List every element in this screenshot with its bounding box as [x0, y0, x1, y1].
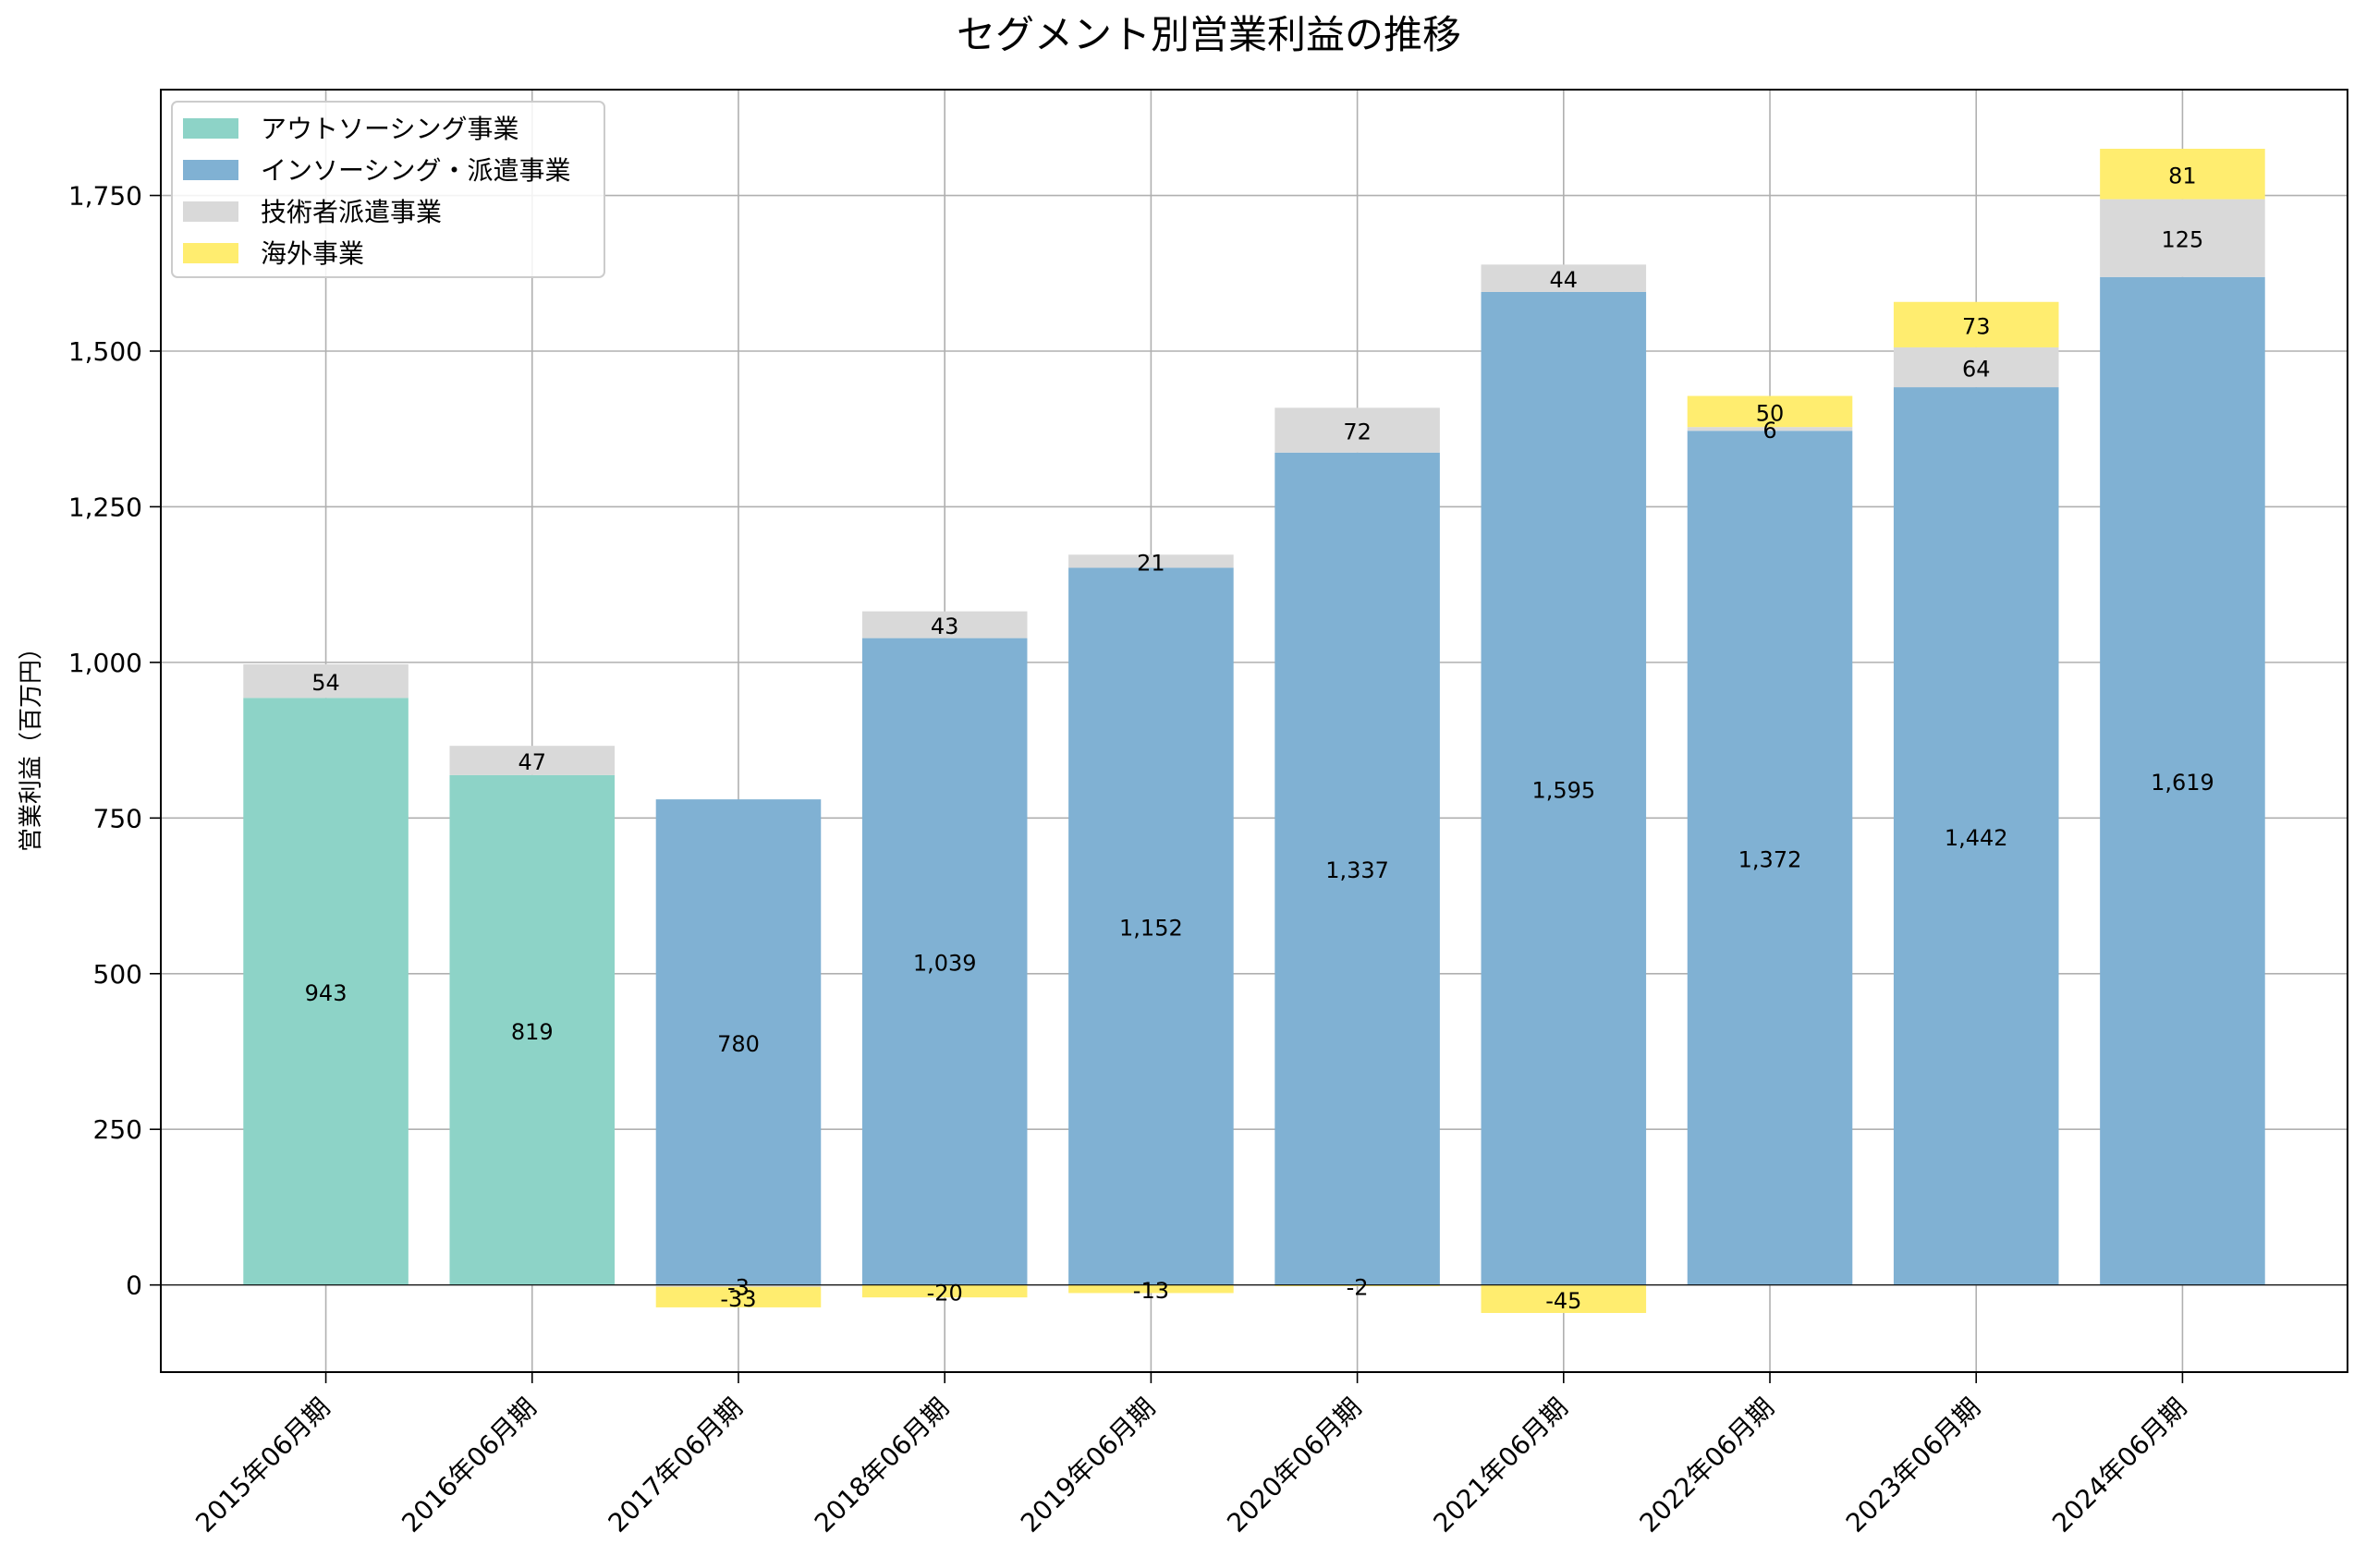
bars-layer: [243, 149, 2265, 1313]
x-tick-label: 2024年06月期: [2046, 1392, 2192, 1538]
data-label: -13: [1133, 1278, 1169, 1304]
bar-series-4: [1068, 1284, 1234, 1294]
data-label: 819: [511, 1019, 554, 1045]
data-label: 50: [1756, 400, 1785, 426]
bar-series-3: [861, 611, 1028, 638]
legend-label: アウトソーシング事業: [261, 114, 518, 144]
data-label: -45: [1545, 1288, 1581, 1314]
x-tick-label: 2015年06月期: [189, 1392, 335, 1538]
data-label: 943: [305, 980, 348, 1006]
data-label: 21: [1137, 550, 1165, 576]
bar-series-2: [2100, 276, 2265, 1285]
data-label: 72: [1343, 419, 1372, 445]
data-label: 47: [518, 749, 547, 775]
legend-swatch: [183, 118, 238, 139]
bar-series-2: [1893, 387, 2059, 1285]
bar-series-4: [1687, 395, 1853, 428]
x-tick-label: 2023年06月期: [1840, 1392, 1986, 1538]
x-tick-label: 2019年06月期: [1015, 1392, 1161, 1538]
y-tick-label: 1,250: [68, 492, 142, 522]
bar-series-3: [2100, 199, 2265, 277]
data-label: 1,337: [1325, 857, 1389, 883]
plot-frame: [160, 89, 2348, 1373]
data-label: 780: [717, 1031, 760, 1057]
bar-series-4: [655, 1286, 822, 1307]
data-label: 1,619: [2151, 770, 2214, 796]
legend-swatch: [183, 243, 238, 263]
legend-label: インソーシング・派遣事業: [261, 155, 570, 186]
x-tick-label: 2020年06月期: [1221, 1392, 1367, 1538]
bar-series-2: [1481, 291, 1647, 1285]
data-label: 81: [2168, 163, 2197, 188]
data-label: 73: [1962, 313, 1991, 339]
x-tick-label: 2016年06月期: [396, 1392, 542, 1538]
bar-series-3: [1068, 554, 1234, 568]
data-label: -3: [727, 1275, 750, 1301]
legend-box: [171, 101, 605, 278]
y-ticks-layer: 0 250 500 750 1,000 1,250 1,500 1,750: [68, 181, 161, 1301]
data-label: -2: [1347, 1274, 1369, 1300]
y-tick-label: 250: [93, 1114, 142, 1145]
bar-series-2: [1274, 452, 1440, 1285]
data-label: 1,442: [1945, 825, 2008, 851]
y-tick-label: 0: [126, 1270, 142, 1301]
y-tick-label: 1,750: [68, 181, 142, 212]
data-label: 1,372: [1738, 846, 1802, 872]
y-tick-label: 1,500: [68, 336, 142, 367]
bar-series-2: [1687, 431, 1853, 1285]
bar-series-3: [243, 663, 409, 699]
x-ticks-layer: 2015年06月期 2016年06月期 2017年06月期 2018年06月期 2019…: [189, 1372, 2192, 1538]
chart-title: セグメント別営業利益の推移: [957, 12, 1461, 57]
bar-series-3: [449, 746, 616, 775]
x-tick-label: 2022年06月期: [1634, 1392, 1780, 1538]
x-tick-label: 2021年06月期: [1427, 1392, 1573, 1538]
data-label: -33: [720, 1286, 756, 1312]
bar-series-1: [243, 698, 409, 1285]
bar-series-3: [1274, 407, 1440, 453]
data-label: -20: [927, 1280, 963, 1306]
bar-series-4: [861, 1284, 1028, 1298]
data-labels-layer: 943 819 780 1,039 1,152 1,337 1,595 1,372 1,442 1…: [305, 163, 2214, 1314]
x-tick-label: 2018年06月期: [809, 1392, 955, 1538]
legend-label: 技術者派遣事業: [261, 197, 442, 227]
bar-series-3: [1481, 264, 1647, 292]
legend-swatch: [183, 201, 238, 222]
data-label: 1,039: [913, 951, 977, 977]
legend-swatch: [183, 160, 238, 180]
data-label: 43: [931, 614, 959, 639]
plot-area: 943 819 780 1,039 1,152 1,337 1,595 1,372 1,442 1…: [68, 89, 2348, 1538]
y-tick-label: 750: [93, 803, 142, 833]
data-label: 44: [1550, 267, 1579, 293]
y-tick-label: 1,000: [68, 648, 142, 678]
data-label: 64: [1962, 357, 1991, 383]
bar-series-1: [449, 774, 616, 1285]
data-label: 6: [1762, 418, 1776, 444]
bar-series-4: [2100, 149, 2265, 200]
bar-series-4: [1274, 1284, 1440, 1287]
x-tick-label: 2017年06月期: [603, 1392, 749, 1538]
legend-label: 海外事業: [261, 238, 364, 269]
data-label: 125: [2162, 227, 2204, 253]
bar-series-3: [655, 1284, 822, 1287]
y-tick-label: 500: [93, 959, 142, 990]
bar-series-2: [655, 799, 822, 1285]
data-label: 1,595: [1531, 777, 1595, 803]
y-axis-label: 営業利益（百万円）: [18, 636, 45, 852]
data-label: 54: [311, 670, 340, 696]
bar-series-2: [861, 638, 1028, 1285]
bar-series-4: [1481, 1284, 1647, 1313]
data-label: 1,152: [1119, 916, 1183, 942]
bar-series-2: [1068, 567, 1234, 1285]
bar-series-4: [1893, 301, 2059, 347]
bar-series-3: [1893, 346, 2059, 388]
bar-series-3: [1687, 427, 1853, 432]
